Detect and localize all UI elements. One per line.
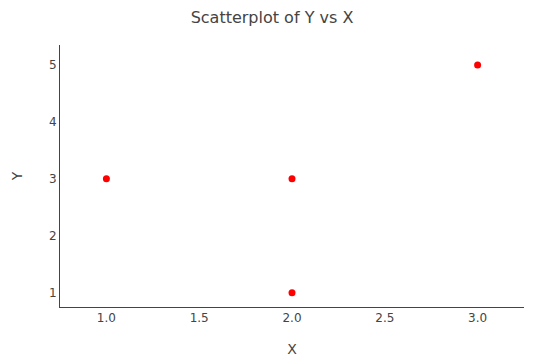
svg-text:X: X [287, 341, 297, 357]
svg-text:2.5: 2.5 [375, 311, 394, 325]
svg-text:2.0: 2.0 [282, 311, 301, 325]
svg-text:1: 1 [49, 286, 57, 300]
svg-text:4: 4 [49, 115, 57, 129]
svg-text:1.5: 1.5 [190, 311, 209, 325]
svg-text:Y: Y [9, 171, 25, 181]
svg-text:3.0: 3.0 [468, 311, 487, 325]
svg-text:3: 3 [49, 172, 57, 186]
svg-text:1.0: 1.0 [97, 311, 116, 325]
svg-text:Scatterplot of Y vs X: Scatterplot of Y vs X [191, 8, 354, 27]
svg-text:5: 5 [49, 58, 57, 72]
svg-text:2: 2 [49, 229, 57, 243]
